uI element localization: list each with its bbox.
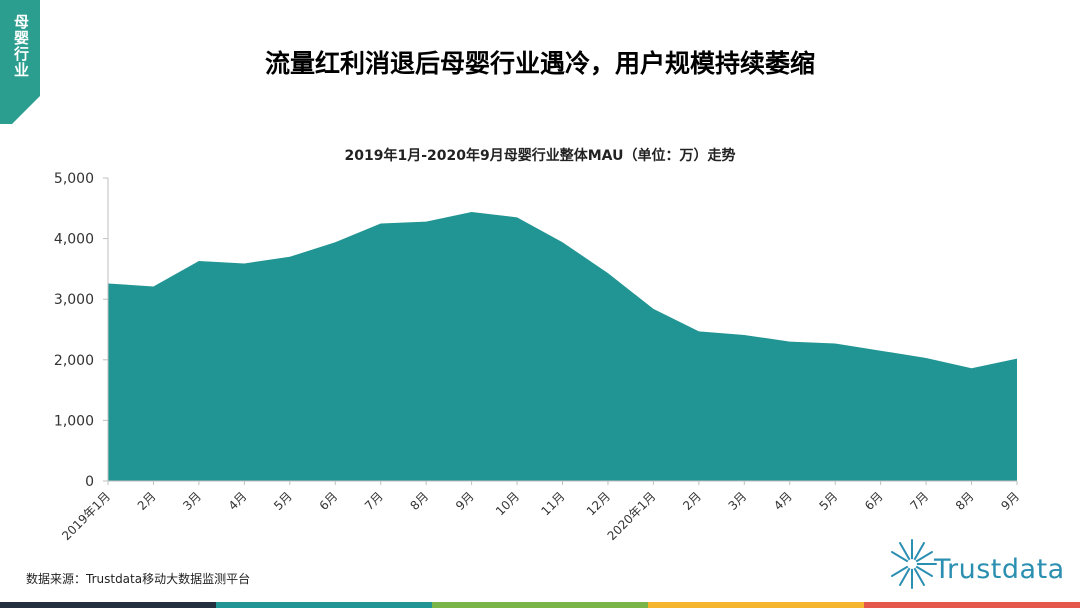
x-tick-label: 2月: [680, 489, 704, 513]
footer-segment: [216, 602, 432, 608]
footer-segment: [0, 602, 216, 608]
y-tick-label: 0: [85, 474, 94, 490]
mau-area-series: [108, 211, 1017, 481]
x-tick-label: 8月: [953, 489, 977, 513]
y-tick-label: 1,000: [54, 413, 94, 429]
x-tick-label: 2019年1月: [59, 489, 113, 543]
data-source: 数据来源：Trustdata移动大数据监测平台: [26, 572, 251, 586]
section-tag-label: 母婴行业: [12, 14, 30, 78]
x-tick-label: 6月: [317, 489, 341, 513]
x-tick-label: 7月: [907, 489, 931, 513]
x-tick-label: 2020年1月: [605, 489, 659, 543]
x-tick-label: 5月: [817, 489, 841, 513]
x-tick-label: 3月: [726, 489, 750, 513]
x-tick-label: 7月: [362, 489, 386, 513]
x-tick-label: 6月: [862, 489, 886, 513]
x-tick-label: 9月: [998, 489, 1022, 513]
page-title: 流量红利消退后母婴行业遇冷，用户规模持续萎缩: [264, 49, 815, 78]
logo-text: Trustdata: [934, 554, 1065, 585]
y-tick-label: 2,000: [54, 353, 94, 369]
x-tick-label: 10月: [493, 489, 522, 518]
footer-segment: [648, 602, 864, 608]
x-tick-label: 5月: [271, 489, 295, 513]
logo-burst-icon: [891, 539, 937, 589]
y-tick-label: 4,000: [54, 232, 94, 248]
chart-title: 2019年1月-2020年9月母婴行业整体MAU（单位：万）走势: [344, 148, 736, 164]
x-tick-label: 4月: [226, 489, 250, 513]
x-tick-label: 8月: [407, 489, 431, 513]
section-tag: 母婴行业: [0, 0, 40, 124]
x-tick-label: 3月: [180, 489, 204, 513]
x-tick-label: 2月: [135, 489, 159, 513]
footer-segment: [432, 602, 648, 608]
footer-color-bar: [0, 602, 1080, 608]
footer-segment: [864, 602, 1080, 608]
section-tag-shape: [0, 0, 40, 124]
x-tick-label: 12月: [584, 489, 613, 518]
y-tick-label: 3,000: [54, 292, 94, 308]
y-tick-label: 5,000: [54, 171, 94, 187]
x-tick-label: 11月: [538, 489, 567, 518]
trustdata-logo: Trustdata: [890, 536, 1070, 592]
x-tick-label: 4月: [771, 489, 795, 513]
x-tick-label: 9月: [453, 489, 477, 513]
